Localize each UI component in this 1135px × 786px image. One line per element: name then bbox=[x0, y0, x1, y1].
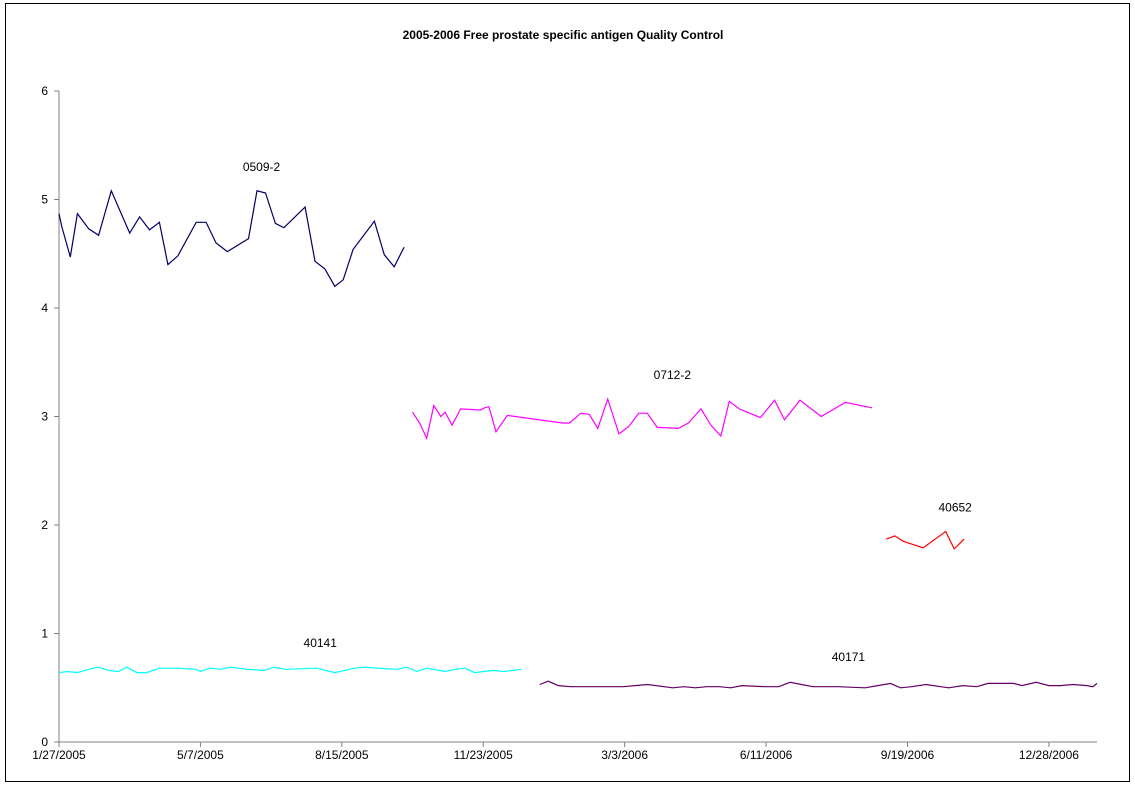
y-tick-label: 4 bbox=[41, 301, 48, 315]
x-tick-label: 5/7/2005 bbox=[177, 748, 224, 762]
series-line-0712-2 bbox=[411, 397, 873, 441]
x-tick-label: 1/27/2005 bbox=[32, 748, 86, 762]
series-line-0509-2 bbox=[58, 189, 405, 288]
x-tick-label: 9/19/2006 bbox=[881, 748, 935, 762]
y-tick-label: 1 bbox=[41, 627, 48, 641]
series-line-40652 bbox=[886, 530, 965, 550]
x-tick-label: 6/11/2006 bbox=[740, 748, 793, 762]
chart-frame: 2005-2006 Free prostate specific antigen… bbox=[5, 3, 1130, 782]
y-tick-label: 6 bbox=[41, 84, 48, 98]
x-tick-label: 11/23/2005 bbox=[454, 748, 513, 762]
series-label-0509-2: 0509-2 bbox=[243, 160, 281, 174]
y-tick-label: 5 bbox=[41, 193, 48, 207]
series-line-40141 bbox=[58, 666, 522, 674]
y-axis-ticks: 0 1 2 3 4 5 6 bbox=[41, 84, 59, 749]
y-tick-label: 2 bbox=[41, 518, 48, 532]
x-tick-label: 3/3/2006 bbox=[601, 748, 648, 762]
series-label-40141: 40141 bbox=[304, 636, 338, 650]
series-labels: 0509-2 0712-2 40652 40141 40171 bbox=[243, 160, 972, 664]
y-tick-label: 3 bbox=[41, 410, 48, 424]
series-label-0712-2: 0712-2 bbox=[654, 368, 692, 382]
series-label-40652: 40652 bbox=[938, 501, 972, 515]
series-line-40171 bbox=[539, 680, 1098, 689]
series-label-40171: 40171 bbox=[832, 650, 866, 664]
x-tick-label: 12/28/2006 bbox=[1019, 748, 1079, 762]
x-tick-label: 8/15/2005 bbox=[315, 748, 369, 762]
line-chart: 2005-2006 Free prostate specific antigen… bbox=[32, 28, 1098, 762]
x-axis-ticks: 1/27/2005 5/7/2005 8/15/2005 11/23/2005 3/3/… bbox=[32, 742, 1079, 762]
series-lines bbox=[58, 189, 1098, 689]
chart-title: 2005-2006 Free prostate specific antigen… bbox=[403, 28, 724, 42]
y-tick-label: 0 bbox=[41, 735, 48, 749]
